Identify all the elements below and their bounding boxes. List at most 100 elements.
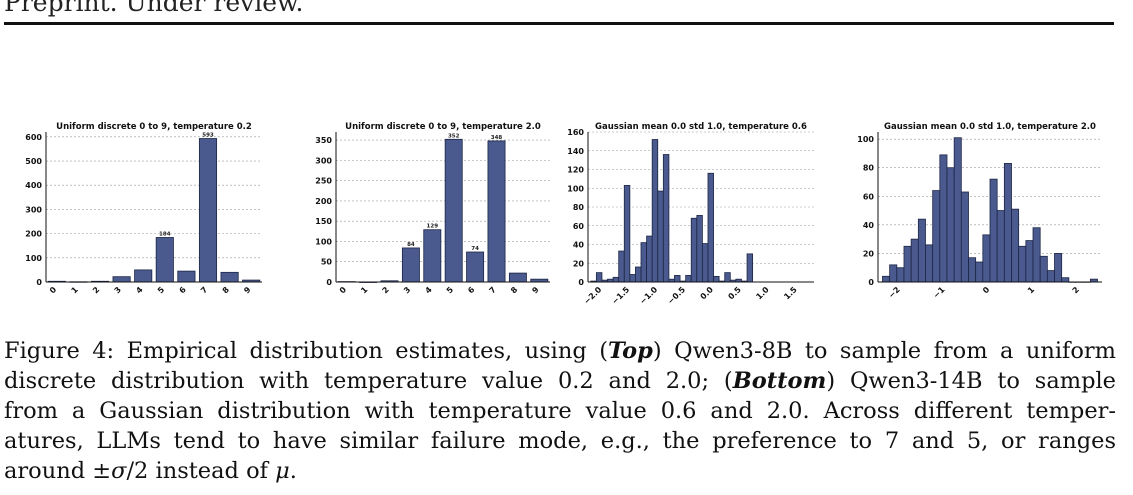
histogram-bar [882,275,891,283]
histogram-bar [1003,163,1012,283]
x-tick-label: 0 [338,285,349,296]
histogram-bar [674,275,681,283]
x-tick-label: 9 [530,285,541,296]
histogram-bar [635,266,642,283]
histogram-bar [651,139,659,283]
x-tick-label: −2 [887,285,902,300]
x-tick-label: 1.5 [782,285,799,302]
y-tick-label: 200 [315,197,332,206]
y-tick-label: 0 [36,278,42,287]
running-header: Preprint. Under review. [4,0,1114,25]
histogram-bar [646,235,653,283]
x-tick-label: 1 [70,285,81,296]
x-tick-label: 3 [402,285,412,295]
y-tick-label: 40 [863,221,875,230]
y-tick-label: 350 [315,136,332,145]
y-tick-label: 300 [315,156,332,165]
y-tick-label: 100 [25,254,42,263]
histogram-bar [932,190,941,283]
x-tick-label: 8 [509,285,520,296]
y-tick-label: 120 [567,166,584,175]
bar-5 [444,138,463,283]
y-tick-label: 40 [573,241,585,250]
y-tick-label: 0 [868,278,874,287]
bar-4 [134,269,153,283]
bar-4 [423,229,442,283]
bar-5 [155,237,174,283]
bar-8 [508,272,527,283]
chart-uniform-temp-2-0: Uniform discrete 0 to 9, temperature 2.0… [306,118,556,312]
histogram-bar [746,253,754,283]
histogram-bar [910,238,919,283]
x-tick-label: 7 [199,285,209,295]
chart-title: Gaussian mean 0.0 std 1.0, temperature 0… [595,122,807,132]
y-tick-label: 160 [567,128,584,137]
data-label: 593 [202,133,214,139]
y-tick-label: 50 [321,258,333,267]
bar-8 [220,271,239,283]
data-label: 184 [159,231,171,237]
histogram-bar [662,154,670,283]
bar-3 [112,276,131,283]
x-tick-label: 1.0 [754,285,771,302]
histogram-bar [889,264,898,283]
chart-uniform-temp-0-2: Uniform discrete 0 to 9, temperature 0.2… [25,118,268,312]
histogram-bar [946,167,955,283]
histogram-bar [685,275,692,283]
y-tick-label: 400 [25,181,42,190]
histogram-bar [1032,227,1041,283]
y-tick-label: 0 [326,278,332,287]
histogram-bar [707,172,714,283]
x-tick-label: −1 [932,285,947,300]
histogram-bar [690,217,698,283]
figure-caption: Figure 4: Empirical distribution estimat… [4,336,1116,486]
histogram-bar [623,185,631,283]
data-label: 348 [491,135,503,141]
histogram-bar [939,154,948,283]
x-tick-label: 1 [1026,285,1037,296]
x-tick-label: 2 [1071,285,1081,295]
y-tick-label: 140 [567,147,584,156]
histogram-bar [1039,255,1048,283]
histogram-bar [701,243,709,283]
histogram-bar [724,272,731,283]
histogram-bar [612,276,620,283]
histogram-bar [996,210,1005,283]
caption-line-4: atures, LLMs tend to have similar failur… [4,428,1116,454]
chart-gaussian-temp-0-6: Gaussian mean 0.0 std 1.0, temperature 0… [566,118,826,312]
data-label: 129 [427,224,439,230]
y-tick-label: 100 [857,135,874,144]
bar-7 [198,138,218,283]
histogram-bar [696,215,703,283]
caption-line-1: Figure 4: Empirical distribution estimat… [4,338,1116,364]
histogram-bar [629,274,636,283]
y-tick-label: 20 [573,259,585,268]
histogram-bar [925,244,934,283]
y-tick-label: 20 [863,249,875,258]
histogram-bar [953,137,962,283]
histogram-bar [657,190,664,283]
chart-title: Uniform discrete 0 to 9, temperature 0.2 [56,122,252,132]
x-tick-label: 7 [488,285,498,295]
x-tick-label: 4 [134,285,145,296]
chart-svg: Uniform discrete 0 to 9, temperature 2.0… [315,122,550,296]
x-tick-label: 6 [178,285,189,296]
histogram-bar [1018,245,1027,283]
chart-svg: Uniform discrete 0 to 9, temperature 0.2… [25,122,262,296]
histogram-bar [982,234,991,283]
chart-gaussian-temp-2-0: Gaussian mean 0.0 std 1.0, temperature 2… [856,118,1116,312]
data-label: 84 [407,242,415,248]
y-tick-label: 250 [315,177,332,186]
histogram-bar [968,257,977,283]
chart-svg: Gaussian mean 0.0 std 1.0, temperature 0… [567,122,814,306]
y-tick-label: 0 [578,278,584,287]
x-tick-label: 2 [381,285,391,295]
y-tick-label: 100 [567,184,584,193]
x-tick-label: −1.0 [638,285,659,306]
y-tick-label: 100 [315,237,332,246]
data-label: 74 [471,246,479,252]
histogram-bar [1046,270,1055,283]
data-label: 352 [448,133,460,139]
x-tick-label: 0.5 [726,285,743,302]
x-tick-label: 1 [359,285,370,296]
